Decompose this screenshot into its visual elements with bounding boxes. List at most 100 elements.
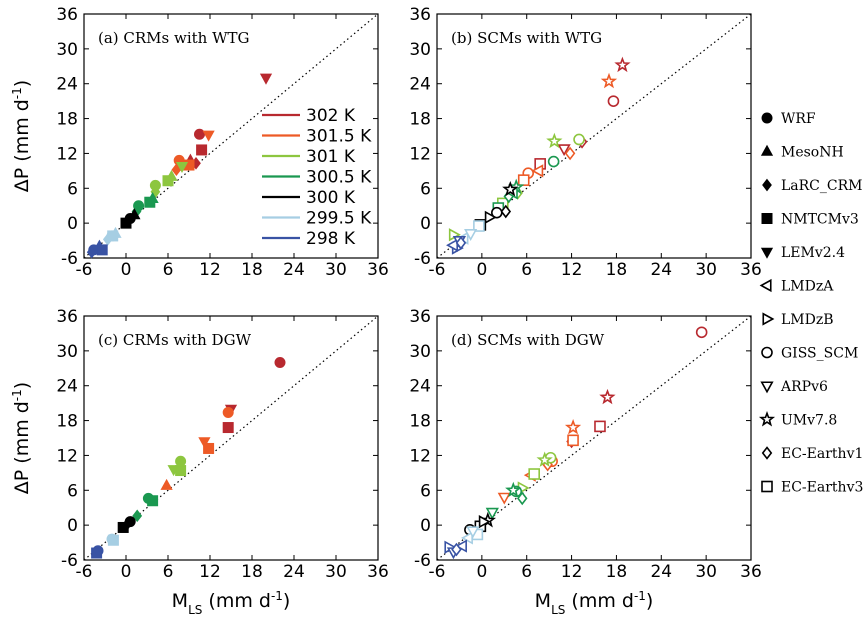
y-tick-label: -6: [414, 551, 431, 571]
data-point: [695, 326, 708, 339]
panel-3: -6-6 0 0 6 6 12 12 18 18 24 24 30 30 36 36 (c) CRMs wit…: [10, 307, 389, 617]
y-tick-label: 24: [56, 377, 78, 397]
y-tick-label: 18: [409, 412, 431, 432]
x-tick-label: 24: [650, 260, 672, 280]
panel-title: (d) SCMs with DGW: [451, 331, 605, 349]
legend-marker: [761, 480, 773, 493]
data-point: [96, 244, 108, 256]
legend-label: 301.5 K: [306, 127, 372, 147]
data-point: [132, 509, 143, 523]
data-point: [274, 356, 286, 368]
model-legend: WRF MesoNH LaRC_CRM NMTCMv3 LEMv2.4 LMDzA LMDz…: [758, 111, 863, 496]
legend-marker: [759, 278, 772, 293]
data-point: [162, 175, 174, 187]
data-point: [564, 419, 582, 435]
x-tick-label: 30: [695, 562, 717, 582]
x-tick-label: 18: [606, 562, 628, 582]
x-tick-label: -6: [429, 562, 446, 582]
data-point: [455, 539, 467, 553]
data-point: [547, 155, 560, 168]
data-point: [473, 220, 485, 232]
data-point: [614, 56, 631, 73]
x-tick-label: 18: [606, 260, 628, 280]
x-axis-label: MLS (mm d-1): [172, 589, 291, 617]
legend-marker: [760, 144, 774, 156]
y-tick-label: 30: [56, 40, 78, 60]
data-point: [478, 515, 491, 529]
x-tick-label: 0: [121, 562, 132, 582]
model-legend-label: LEMv2.4: [781, 245, 845, 261]
x-tick-label: 6: [163, 260, 174, 280]
panel-frame: [83, 13, 379, 259]
data-point: [194, 128, 205, 140]
data-point: [531, 164, 544, 178]
x-tick-label: 24: [283, 562, 305, 582]
data-point: [567, 434, 579, 447]
legend-marker: [761, 112, 773, 124]
x-tick-label: 30: [325, 260, 347, 280]
data-point: [175, 465, 187, 477]
data-point: [564, 146, 576, 161]
data-point: [466, 526, 480, 539]
data-point: [128, 208, 141, 220]
y-tick-label: 0: [420, 214, 431, 234]
y-tick-label: 6: [67, 481, 78, 501]
legend-marker: [761, 346, 773, 359]
data-point: [202, 130, 215, 142]
panel-frame: [436, 315, 752, 561]
x-tick-label: 12: [199, 260, 221, 280]
legend-marker: [760, 247, 774, 259]
one-to-one-line: [436, 13, 752, 259]
legend-marker: [760, 381, 774, 394]
x-tick-label: 36: [367, 562, 389, 582]
legend-label: 302 K: [306, 106, 356, 126]
y-tick-label: 30: [409, 342, 431, 362]
model-legend-label: LaRC_CRM: [781, 178, 862, 194]
x-tick-label: 36: [740, 562, 762, 582]
y-tick-label: 24: [409, 75, 431, 95]
model-legend-label: MesoNH: [781, 145, 844, 161]
panel-title: (c) CRMs with DGW: [98, 331, 252, 349]
data-point: [536, 451, 553, 467]
x-tick-label: 24: [650, 562, 672, 582]
model-legend-label: EC-Earthv3: [781, 480, 863, 496]
data-point: [528, 468, 540, 480]
x-tick-label: 30: [695, 260, 717, 280]
y-tick-label: 30: [56, 342, 78, 362]
data-point: [107, 534, 119, 546]
data-point: [175, 161, 189, 173]
legend-label: 299.5 K: [306, 209, 372, 229]
y-axis-label: ΔP (mm d-1): [10, 80, 33, 192]
x-tick-label: 36: [740, 260, 762, 280]
data-point: [464, 229, 478, 242]
panel-1: -6-6 0 0 6 6 12 12 18 18 24 24 30 30 36 36 (a) CRMs wit…: [10, 5, 389, 280]
panel-title: (b) SCMs with WTG: [451, 29, 602, 47]
panel-4: -6-6 0 0 6 6 12 12 18 18 24 24 30 30 36 36 (d) SCMs wit…: [409, 307, 761, 617]
y-tick-label: 6: [420, 481, 431, 501]
data-point: [516, 491, 528, 506]
data-point: [222, 422, 234, 434]
x-tick-label: -6: [76, 260, 93, 280]
panel-title: (a) CRMs with WTG: [98, 29, 250, 47]
legend-label: 301 K: [306, 147, 356, 167]
y-tick-label: 24: [409, 377, 431, 397]
x-tick-label: 36: [367, 260, 389, 280]
data-point: [517, 174, 530, 186]
legend-label: 300 K: [306, 188, 356, 208]
legend-marker: [762, 178, 772, 192]
model-legend-label: UMv7.8: [781, 413, 837, 429]
y-tick-label: 36: [409, 307, 431, 327]
x-tick-label: 0: [121, 260, 132, 280]
data-point: [451, 542, 462, 557]
data-point: [573, 133, 585, 146]
data-point: [222, 406, 234, 418]
data-point: [491, 206, 503, 219]
y-tick-label: 12: [56, 144, 78, 164]
x-tick-label: 0: [476, 260, 487, 280]
data-point: [91, 547, 103, 559]
model-legend-label: NMTCMv3: [781, 212, 859, 228]
x-tick-label: -6: [429, 260, 446, 280]
y-tick-label: 12: [409, 446, 431, 466]
